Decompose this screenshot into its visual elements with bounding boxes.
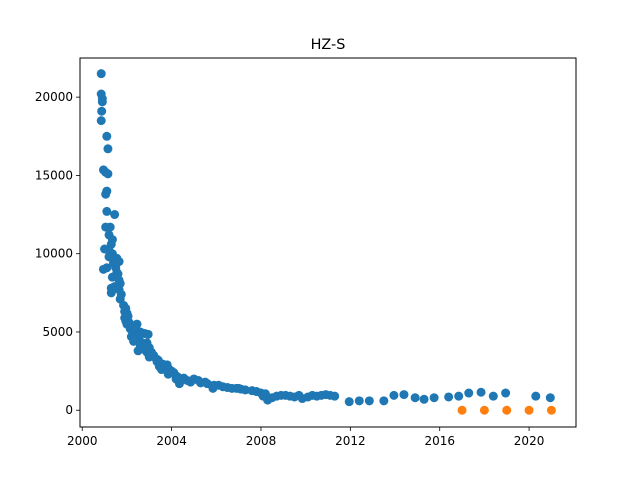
series-0-point	[106, 288, 116, 298]
series-0-point	[389, 390, 399, 400]
series-0-point	[488, 391, 498, 401]
series-1-point	[546, 405, 556, 415]
series-1-point	[502, 405, 512, 415]
y-tick-label: 10000	[35, 247, 73, 261]
series-0-point	[234, 383, 244, 393]
series-0-point	[133, 346, 143, 356]
y-tick-label: 20000	[35, 90, 73, 104]
series-1-point	[524, 405, 534, 415]
series-0-point	[410, 393, 420, 403]
series-0-point	[143, 329, 153, 339]
series-0-point	[501, 388, 511, 398]
series-0-point	[102, 131, 112, 141]
series-0-point	[97, 106, 107, 116]
series-0-point	[103, 169, 113, 179]
x-tick-label: 2020	[514, 434, 545, 448]
series-0-point	[163, 369, 173, 379]
series-1-point	[457, 405, 467, 415]
x-axis: 2000 2004 2008 2012 2016 2020	[67, 427, 544, 448]
series-0-point	[98, 264, 108, 274]
series-0-point	[208, 383, 218, 393]
series-0-point	[102, 206, 112, 216]
series-0-point	[174, 379, 184, 389]
series-0-point	[545, 393, 555, 403]
series-0-point	[200, 377, 210, 387]
y-tick-label: 15000	[35, 168, 73, 182]
series-0-point	[96, 116, 106, 126]
series-0-point	[96, 69, 106, 79]
series-0-point	[330, 391, 340, 401]
series-0-point	[399, 390, 409, 400]
series-0-point	[103, 144, 113, 154]
x-tick-label: 2016	[424, 434, 455, 448]
series-0-point	[105, 222, 115, 232]
series-0-point	[464, 388, 474, 398]
series-0-point	[454, 391, 464, 401]
series-0-point	[144, 352, 154, 362]
series-0-point	[354, 396, 364, 406]
series-0-point	[129, 336, 139, 346]
x-tick-label: 2012	[335, 434, 366, 448]
series-0-point	[379, 396, 389, 406]
series-0-point	[364, 396, 374, 406]
series-0-point	[476, 387, 486, 397]
chart-title: HZ-S	[311, 37, 346, 53]
y-tick-label: 5000	[42, 325, 73, 339]
series-1-point	[479, 405, 489, 415]
y-axis: 0 5000 10000 15000 20000	[35, 90, 80, 417]
data-points	[96, 69, 556, 415]
series-0-point	[186, 377, 196, 387]
series-0-point	[429, 393, 439, 403]
plot-frame	[79, 57, 577, 428]
series-0-point	[97, 97, 107, 107]
series-0-point	[107, 272, 117, 282]
series-0-point	[531, 391, 541, 401]
y-tick-label: 0	[65, 403, 73, 417]
x-tick-label: 2008	[246, 434, 277, 448]
series-0-point	[157, 365, 167, 375]
series-0-point	[104, 252, 114, 262]
series-0-point	[110, 210, 120, 220]
series-0-point	[419, 394, 429, 404]
x-tick-label: 2004	[156, 434, 187, 448]
series-0-point	[444, 392, 454, 402]
series-0-point	[240, 385, 250, 395]
series-0-point	[101, 189, 111, 199]
x-tick-label: 2000	[67, 434, 98, 448]
series-0-point	[344, 397, 354, 407]
